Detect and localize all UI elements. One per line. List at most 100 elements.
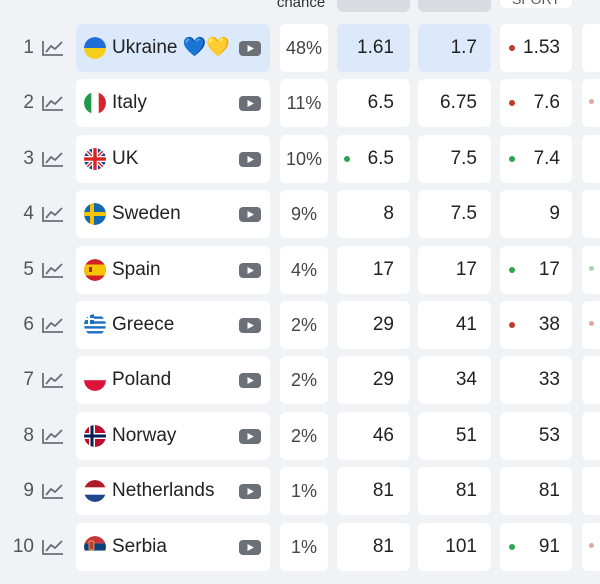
odds-cell-4-partial[interactable] [582,522,600,571]
country-name: Spain [112,258,161,280]
table-row: 4 Sweden 9% 8 7.5 9 [0,190,600,239]
odds-down-indicator [589,321,594,326]
netherlands-flag-icon [84,480,106,503]
odds-cell-2[interactable]: 6.75 [418,79,491,128]
table-row: 7 Poland 2% 29 34 33 [0,356,600,405]
country-cell-sweden[interactable]: Sweden [76,190,270,239]
odds-cell-3[interactable]: 1.53 [500,24,572,72]
rank-number: 8 [23,424,34,446]
trend-chart-icon[interactable] [41,371,65,389]
odds-cell-1[interactable]: 8 [337,190,410,239]
odds-cell-4-partial[interactable] [582,134,600,183]
odds-cell-4-partial[interactable] [582,356,600,405]
video-play-icon[interactable] [239,428,261,444]
odds-cell-1[interactable]: 81 [337,522,410,571]
trend-chart-icon[interactable] [41,427,65,445]
country-name: Ukraine 💙💛 [112,37,231,58]
win-chance: 1% [280,467,328,516]
odds-value: 81 [455,480,477,502]
odds-cell-1[interactable]: 17 [337,245,410,294]
odds-cell-4-partial[interactable] [582,79,600,128]
odds-cell-1[interactable]: 6.5 [337,79,410,128]
country-cell-netherlands[interactable]: Netherlands [76,467,270,516]
rank-number: 9 [23,480,34,502]
odds-cell-2[interactable]: 101 [418,522,491,571]
country-cell-ukraine[interactable]: Ukraine 💙💛 [76,24,270,72]
country-cell-spain[interactable]: Spain [76,245,270,294]
odds-cell-1[interactable]: 81 [337,467,410,516]
video-play-icon[interactable] [239,41,261,56]
odds-value: 6.5 [367,92,394,114]
ukraine-flag-icon [84,37,106,59]
country-cell-greece[interactable]: Greece [76,301,270,349]
country-name: Norway [112,424,177,446]
odds-cell-3[interactable]: 53 [500,411,572,460]
video-play-icon[interactable] [239,373,261,389]
country-cell-italy[interactable]: Italy [76,79,270,128]
win-chance: 1% [280,522,328,571]
trend-chart-icon[interactable] [41,316,65,334]
country-name: Netherlands [112,480,215,502]
trend-chart-icon[interactable] [41,150,65,168]
country-cell-norway[interactable]: Norway [76,411,270,460]
odds-cell-1[interactable]: 29 [337,356,410,405]
odds-down-indicator [589,99,594,105]
video-play-icon[interactable] [239,484,261,500]
bookmaker-header-1[interactable] [337,0,410,12]
odds-cell-1[interactable]: 29 [337,301,410,349]
video-play-icon[interactable] [239,151,261,167]
odds-cell-4-partial[interactable] [582,301,600,349]
country-cell-poland[interactable]: Poland [76,356,270,405]
win-chance: 2% [280,301,328,349]
odds-cell-2[interactable]: 51 [418,411,491,460]
odds-cell-3[interactable]: 81 [500,467,572,516]
country-name: Poland [112,369,172,391]
video-play-icon[interactable] [239,207,261,223]
odds-cell-2[interactable]: 41 [418,301,491,349]
video-play-icon[interactable] [239,318,261,333]
odds-cell-2[interactable]: 7.5 [418,134,491,183]
odds-cell-3[interactable]: 38 [500,301,572,349]
trend-chart-icon[interactable] [41,538,65,556]
odds-cell-2[interactable]: 81 [418,467,491,516]
odds-value: 8 [383,203,394,225]
poland-flag-icon [84,369,106,392]
video-play-icon[interactable] [239,262,261,278]
odds-cell-1[interactable]: 1.61 [337,24,410,72]
rank-number: 6 [23,314,34,335]
country-cell-uk[interactable]: UK [76,134,270,183]
country-name: Italy [112,92,147,114]
odds-cell-3[interactable]: 91 [500,522,572,571]
odds-cell-3[interactable]: 17 [500,245,572,294]
odds-cell-4-partial[interactable] [582,190,600,239]
trend-chart-icon[interactable] [41,94,65,112]
odds-value: 101 [445,535,477,557]
video-play-icon[interactable] [239,96,261,112]
trend-chart-icon[interactable] [41,39,65,57]
odds-cell-3[interactable]: 7.4 [500,134,572,183]
trend-chart-icon[interactable] [41,261,65,279]
odds-down-indicator [509,100,515,107]
odds-cell-3[interactable]: 9 [500,190,572,239]
odds-cell-2[interactable]: 34 [418,356,491,405]
bookmaker-header-sport[interactable]: SPORT [500,0,572,8]
odds-cell-2[interactable]: 7.5 [418,190,491,239]
country-cell-serbia[interactable]: Serbia [76,522,270,571]
odds-cell-1[interactable]: 46 [337,411,410,460]
odds-cell-4-partial[interactable] [582,467,600,516]
odds-cell-4-partial[interactable] [582,245,600,294]
odds-cell-3[interactable]: 33 [500,356,572,405]
odds-cell-3[interactable]: 7.6 [500,79,572,128]
odds-cell-2[interactable]: 1.7 [418,24,491,72]
video-play-icon[interactable] [239,539,261,555]
odds-cell-4-partial[interactable] [582,24,600,72]
odds-cell-2[interactable]: 17 [418,245,491,294]
bookmaker-header-2[interactable] [418,0,491,12]
odds-cell-1[interactable]: 6.5 [337,134,410,183]
italy-flag-icon [84,92,106,115]
trend-chart-icon[interactable] [41,482,65,500]
table-row: 2 Italy 11% 6.5 6.75 7.6 [0,79,600,128]
table-row: 8 Norway 2% 46 51 53 [0,411,600,460]
trend-chart-icon[interactable] [41,205,65,223]
odds-cell-4-partial[interactable] [582,411,600,460]
